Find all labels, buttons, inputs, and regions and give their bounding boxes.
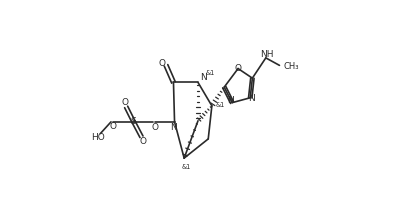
Text: O: O (139, 137, 146, 146)
Text: NH: NH (260, 49, 273, 59)
Text: S: S (131, 117, 137, 126)
Text: N: N (248, 94, 255, 103)
Text: CH₃: CH₃ (283, 62, 299, 71)
Text: &1: &1 (182, 164, 191, 170)
Text: &1: &1 (206, 70, 215, 76)
Text: O: O (122, 98, 129, 107)
Text: O: O (234, 64, 242, 73)
Text: HO: HO (91, 133, 105, 142)
Text: N: N (200, 73, 207, 82)
Text: O: O (158, 59, 165, 68)
Text: O: O (151, 123, 158, 132)
Text: &1: &1 (216, 102, 225, 108)
Text: N: N (227, 97, 234, 105)
Text: O: O (109, 122, 116, 131)
Text: N: N (170, 123, 177, 132)
